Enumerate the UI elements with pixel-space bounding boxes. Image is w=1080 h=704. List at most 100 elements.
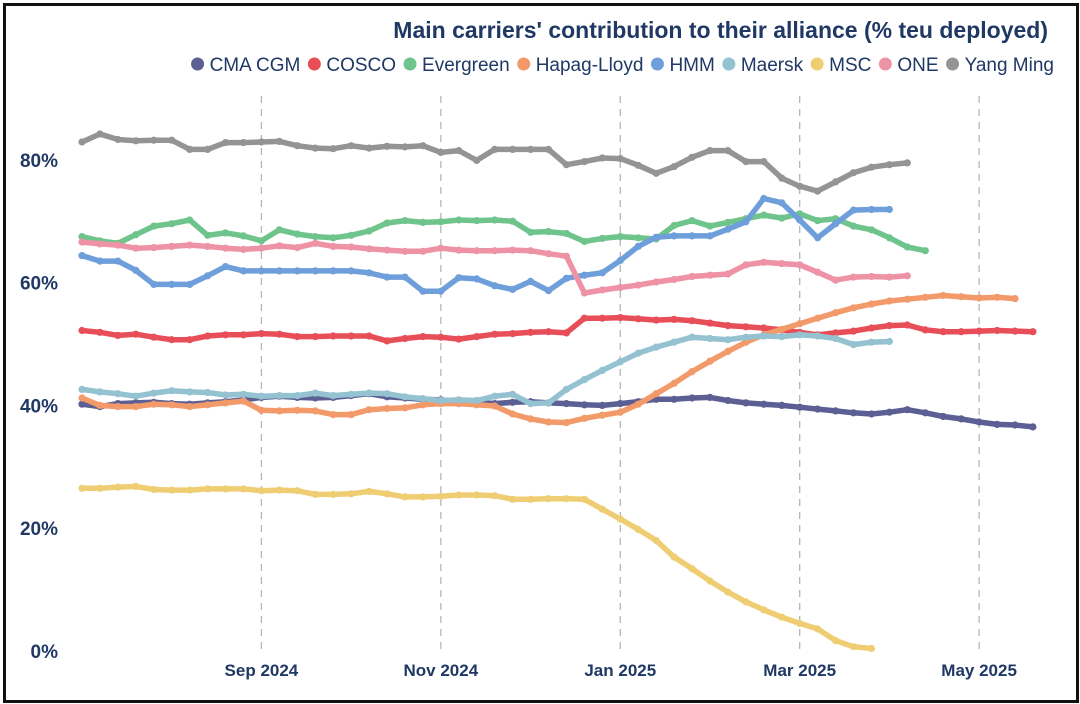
- data-point-hapag-lloyd-7: [204, 401, 212, 409]
- data-point-hapag-lloyd-17: [383, 404, 391, 413]
- legend-label-one: ONE: [897, 55, 938, 76]
- data-point-yang-ming-35: [706, 147, 714, 155]
- data-point-cma-cgm-48: [939, 412, 947, 421]
- data-point-yang-ming-8: [221, 139, 230, 147]
- data-point-evergreen-36: [724, 218, 732, 226]
- data-point-hapag-lloyd-9: [239, 397, 248, 405]
- data-point-cma-cgm-46: [903, 406, 911, 414]
- data-point-one-19: [419, 247, 427, 255]
- data-point-evergreen-10: [257, 237, 265, 245]
- data-point-evergreen-31: [634, 234, 642, 242]
- legend-label-hmm: HMM: [669, 55, 714, 76]
- data-point-one-37: [742, 261, 750, 269]
- data-point-one-44: [867, 272, 876, 281]
- data-point-cosco-21: [455, 335, 463, 343]
- data-point-hapag-lloyd-45: [885, 297, 894, 305]
- data-point-hapag-lloyd-48: [939, 291, 947, 300]
- legend-item-one: ONE: [878, 55, 939, 76]
- data-point-hmm-23: [491, 282, 499, 290]
- data-point-cma-cgm-24: [508, 398, 517, 406]
- data-point-msc-1: [96, 484, 104, 492]
- data-point-hapag-lloyd-46: [903, 295, 911, 303]
- data-point-hapag-lloyd-23: [491, 402, 499, 410]
- plot-area: [78, 130, 1037, 653]
- data-point-evergreen-47: [921, 247, 929, 255]
- data-point-evergreen-41: [814, 217, 822, 225]
- data-point-maersk-26: [544, 399, 553, 407]
- data-point-one-25: [527, 247, 535, 255]
- data-point-cosco-23: [491, 330, 499, 338]
- legend-label-yang-ming: Yang Ming: [965, 55, 1054, 76]
- data-point-msc-15: [347, 490, 355, 498]
- data-point-cosco-36: [724, 322, 732, 330]
- data-point-one-29: [598, 286, 606, 294]
- data-point-msc-10: [257, 487, 265, 495]
- data-point-cosco-33: [670, 315, 678, 323]
- data-point-yang-ming-17: [383, 142, 391, 150]
- data-point-hapag-lloyd-31: [634, 400, 642, 408]
- data-point-maersk-39: [778, 333, 786, 341]
- data-point-one-10: [257, 244, 265, 252]
- data-point-maersk-40: [796, 331, 804, 339]
- data-point-cosco-8: [221, 331, 230, 339]
- data-point-hmm-6: [186, 280, 194, 288]
- data-point-cma-cgm-42: [832, 407, 840, 415]
- data-point-msc-7: [204, 485, 212, 493]
- data-point-evergreen-15: [347, 231, 355, 239]
- x-tick-nov-2024: Nov 2024: [404, 661, 479, 680]
- legend-marker-yang-ming: [946, 57, 960, 71]
- data-point-cma-cgm-44: [867, 410, 876, 418]
- data-point-evergreen-43: [849, 222, 858, 230]
- data-point-msc-27: [562, 495, 571, 503]
- data-point-cma-cgm-49: [957, 415, 965, 423]
- data-point-yang-ming-2: [114, 135, 122, 144]
- series-one: [78, 238, 911, 297]
- data-point-evergreen-39: [778, 214, 786, 222]
- data-point-msc-25: [527, 495, 535, 503]
- data-point-evergreen-21: [455, 216, 463, 224]
- data-point-one-0: [78, 238, 86, 246]
- data-point-maersk-14: [329, 392, 337, 400]
- data-point-yang-ming-24: [508, 145, 517, 153]
- data-point-cosco-51: [993, 326, 1001, 335]
- data-point-maersk-37: [742, 333, 750, 341]
- data-point-hapag-lloyd-29: [598, 411, 606, 419]
- data-point-maersk-16: [365, 389, 373, 397]
- data-point-msc-26: [544, 495, 553, 503]
- data-point-maersk-31: [634, 349, 642, 357]
- data-point-cma-cgm-43: [849, 409, 858, 417]
- data-point-maersk-19: [419, 395, 427, 403]
- data-point-one-41: [814, 268, 822, 276]
- data-point-yang-ming-39: [778, 174, 786, 182]
- data-point-evergreen-6: [186, 216, 194, 224]
- data-point-one-8: [221, 244, 230, 252]
- data-point-cosco-16: [365, 332, 373, 340]
- data-point-cosco-43: [849, 327, 858, 335]
- data-point-evergreen-7: [204, 231, 212, 239]
- data-point-maersk-5: [168, 387, 176, 395]
- data-point-maersk-32: [652, 343, 660, 351]
- data-point-yang-ming-19: [419, 142, 427, 150]
- data-point-msc-22: [473, 491, 481, 499]
- legend-item-evergreen: Evergreen: [403, 55, 510, 76]
- data-point-cosco-50: [975, 327, 983, 335]
- series-msc: [78, 482, 876, 653]
- data-point-evergreen-33: [670, 221, 678, 230]
- y-tick-20: 20%: [20, 519, 58, 540]
- chart-title: Main carriers' contribution to their all…: [393, 17, 1048, 43]
- data-point-one-1: [96, 240, 104, 248]
- data-point-one-12: [293, 244, 301, 252]
- data-point-hapag-lloyd-15: [347, 411, 355, 419]
- data-point-maersk-18: [401, 393, 409, 401]
- data-point-hmm-43: [849, 206, 858, 214]
- data-point-maersk-11: [275, 392, 283, 400]
- data-point-maersk-28: [580, 376, 589, 384]
- data-point-hmm-9: [239, 267, 248, 275]
- data-point-maersk-7: [204, 388, 212, 397]
- data-point-one-18: [401, 247, 409, 255]
- data-point-evergreen-19: [419, 218, 427, 226]
- data-point-hapag-lloyd-44: [867, 300, 876, 308]
- data-point-yang-ming-23: [491, 145, 499, 153]
- data-point-evergreen-12: [293, 230, 301, 238]
- data-point-one-4: [150, 244, 158, 252]
